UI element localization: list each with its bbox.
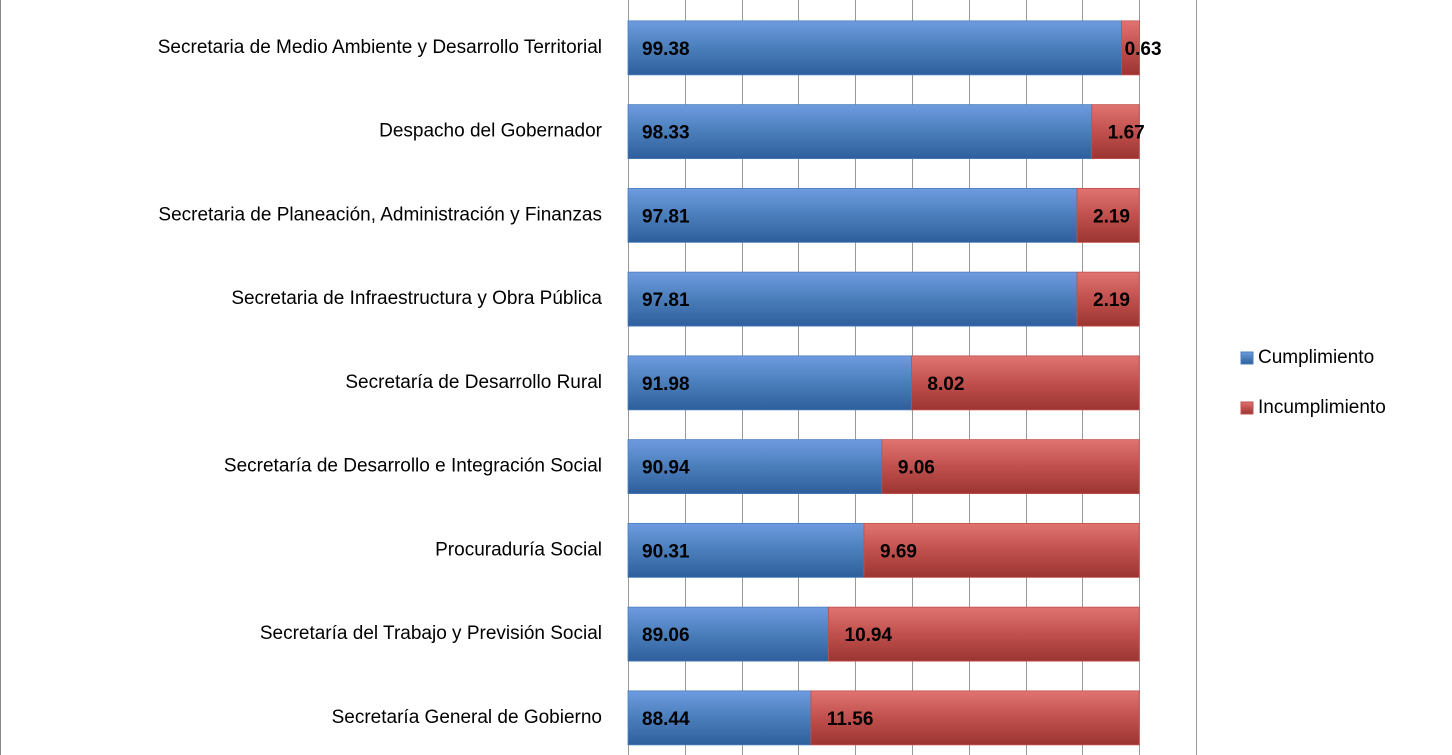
bar-segment — [627, 439, 883, 495]
bar-segment — [911, 355, 1140, 411]
bar-segment — [881, 439, 1140, 495]
data-label: 2.19 — [1093, 290, 1130, 311]
y-tick-label: Secretaria de Medio Ambiente y Desarroll… — [158, 37, 602, 58]
bar-segment — [627, 187, 1078, 243]
y-tick-label: Secretaria de Infraestructura y Obra Púb… — [231, 288, 602, 309]
data-label: 90.31 — [642, 541, 690, 562]
data-label: 97.81 — [642, 206, 690, 227]
data-label: 99.38 — [642, 39, 690, 60]
data-label: 91.98 — [642, 374, 690, 395]
data-label: 1.67 — [1108, 123, 1145, 144]
y-tick-label: Secretaría de Desarrollo Rural — [345, 372, 602, 393]
data-label: 88.44 — [642, 709, 690, 730]
bar-segment — [627, 606, 829, 662]
data-label: 9.69 — [880, 541, 917, 562]
bar-segment — [1121, 20, 1140, 76]
y-tick-label: Secretaria de Planeación, Administración… — [158, 204, 602, 225]
bar-segment — [1076, 271, 1140, 327]
bar-segment — [627, 104, 1093, 160]
y-tick-label: Procuraduría Social — [435, 539, 602, 560]
data-label: 97.81 — [642, 290, 690, 311]
bar-segment — [627, 20, 1122, 76]
y-tick-label: Despacho del Gobernador — [379, 121, 603, 142]
data-label: 9.06 — [898, 458, 935, 479]
bar-segment — [828, 606, 1140, 662]
bar-segment — [1091, 104, 1140, 160]
legend-swatch — [1240, 401, 1254, 415]
data-label: 8.02 — [927, 374, 964, 395]
data-label: 0.63 — [1125, 39, 1162, 60]
bar-segment — [627, 690, 812, 746]
y-tick-label: Secretaría de Desarrollo e Integración S… — [224, 456, 602, 477]
data-label: 98.33 — [642, 123, 690, 144]
bar-segment — [627, 355, 912, 411]
bar-segment — [863, 522, 1140, 578]
legend-label: Incumplimiento — [1258, 397, 1386, 418]
y-tick-label: Secretaría General de Gobierno — [332, 707, 602, 728]
bar-segment — [627, 522, 865, 578]
bar-segment — [627, 271, 1078, 327]
bar-segment — [810, 690, 1140, 746]
data-label: 10.94 — [845, 625, 893, 646]
bar-segment — [1076, 187, 1140, 243]
data-label: 2.19 — [1093, 206, 1130, 227]
legend-label: Cumplimiento — [1258, 347, 1374, 368]
data-label: 90.94 — [642, 458, 690, 479]
legend-swatch — [1240, 351, 1254, 365]
data-label: 89.06 — [642, 625, 690, 646]
data-label: 11.56 — [827, 709, 874, 730]
y-tick-label: Secretaría del Trabajo y Previsión Socia… — [260, 623, 602, 644]
